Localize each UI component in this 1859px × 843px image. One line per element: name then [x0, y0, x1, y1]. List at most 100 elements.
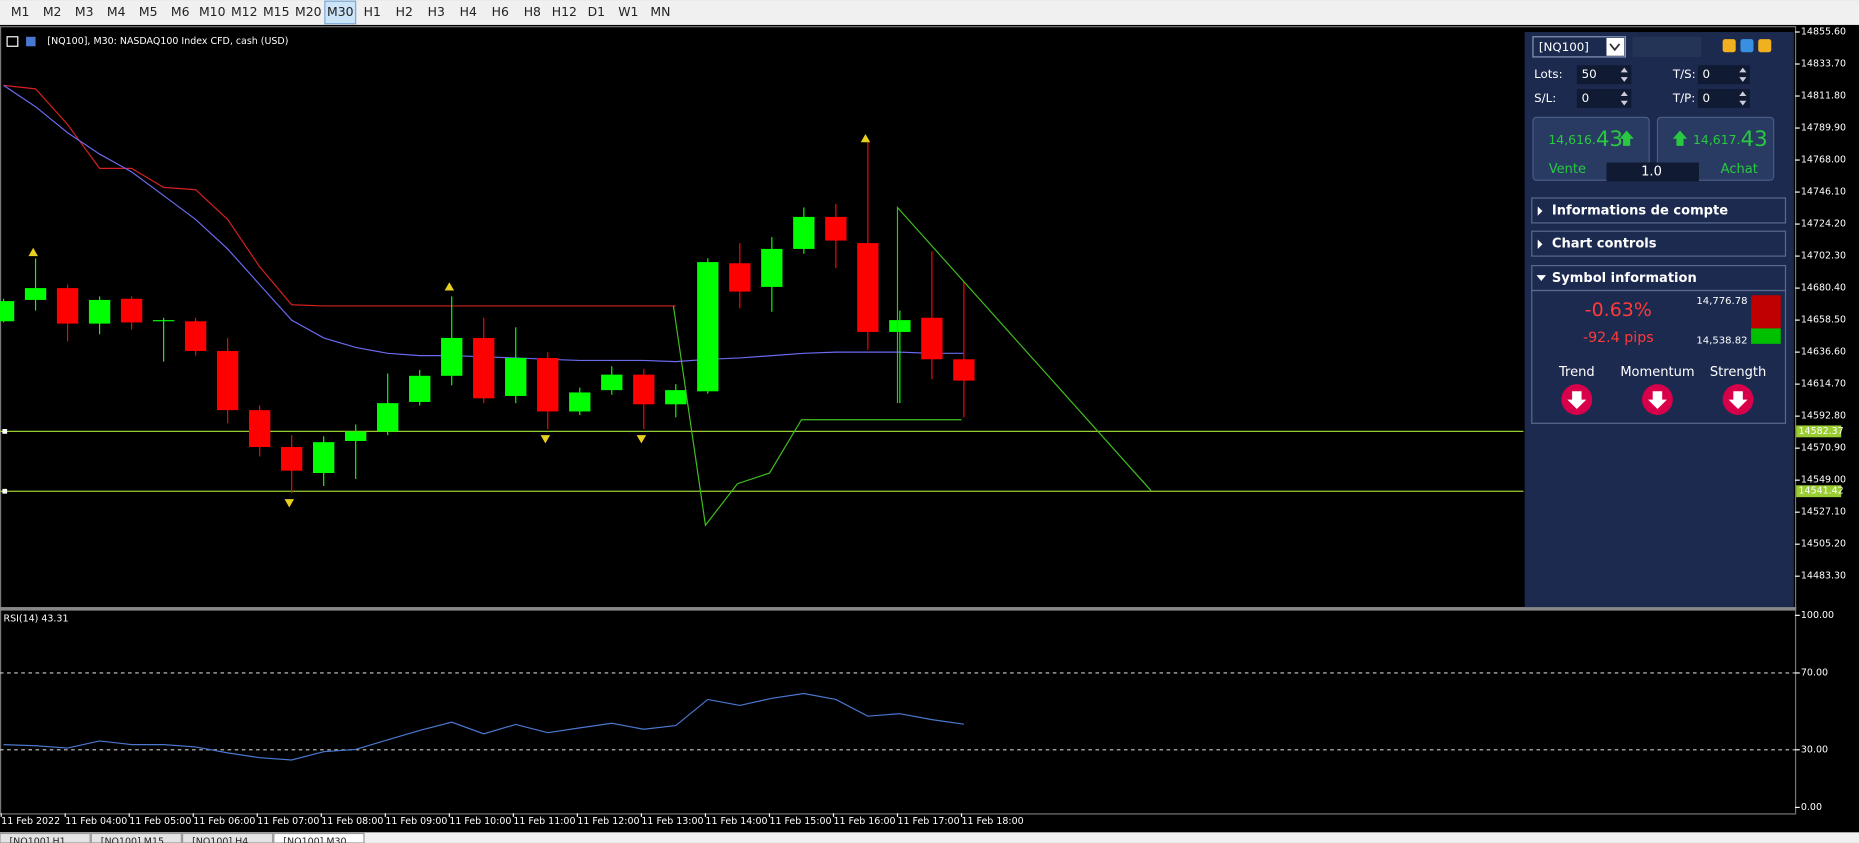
x-tick-label: 11 Feb 08:00 [321, 816, 383, 827]
timeframe-button[interactable]: M3 [75, 4, 94, 19]
timeframe-button[interactable]: M5 [139, 4, 158, 19]
section-header[interactable] [1531, 230, 1787, 257]
change-pips: -92.4 pips [1583, 330, 1654, 346]
x-tick-label: 11 Feb 06:00 [193, 816, 255, 827]
lots-label: Lots: [1534, 67, 1562, 81]
level-label-bg [1796, 485, 1842, 498]
lots-value: 50 [1582, 67, 1597, 81]
ts-label: T/S: [1672, 67, 1696, 81]
timeframe-button[interactable]: M10 [199, 4, 226, 19]
timeframe-button[interactable]: MN [650, 4, 670, 19]
timeframe-button[interactable]: H12 [552, 4, 577, 19]
x-tick-label: 11 Feb 11:00 [513, 816, 575, 827]
candle-body [409, 375, 431, 402]
x-tick-label: 11 Feb 12:00 [577, 816, 639, 827]
timeframe-button[interactable]: M2 [43, 4, 62, 19]
timeframe-button[interactable]: M4 [107, 4, 126, 19]
level-anchor [2, 488, 8, 494]
chart-tab-label: [NQ100],M15 [101, 836, 164, 843]
chart-title: [NQ100], M30: NASDAQ100 Index CFD, cash … [47, 36, 288, 47]
candle-body [377, 403, 399, 432]
candle-body [665, 390, 687, 405]
timeframe-button[interactable]: M12 [231, 4, 258, 19]
y-tick-label: 14768.00 [1801, 155, 1846, 166]
timeframe-button[interactable]: M1 [11, 4, 30, 19]
candle-body [953, 359, 975, 381]
candle-body [857, 243, 879, 332]
candle-body [473, 337, 495, 399]
sl-value: 0 [1582, 91, 1590, 105]
y-tick-label: 14811.80 [1801, 91, 1846, 102]
timeframe-button[interactable]: W1 [618, 4, 638, 19]
moving-average [3, 84, 676, 307]
x-tick-label: 11 Feb 17:00 [897, 816, 959, 827]
toolbar [0, 0, 1859, 25]
chart-tabs: [NQ100],H1 [NQ100],M15 [NQ100],H4 [NQ100],M… [0, 832, 365, 843]
candle-body [120, 298, 143, 323]
candle-body [761, 248, 783, 287]
tp-input[interactable] [1697, 88, 1750, 108]
lots-input[interactable] [1576, 65, 1632, 85]
timeframe-button[interactable]: H6 [492, 4, 509, 19]
buy-price-pips: 43 [1741, 127, 1768, 152]
candle-body [633, 374, 655, 405]
y-tick-label: 70.00 [1801, 667, 1828, 678]
candle-body [152, 320, 175, 322]
level-label-bg [1796, 425, 1842, 438]
timeframe-button[interactable]: H3 [428, 4, 445, 19]
candle-body [729, 263, 751, 292]
symbol-select[interactable] [1532, 36, 1627, 58]
sl-input[interactable] [1576, 88, 1632, 108]
timeframe-button[interactable]: M6 [171, 4, 190, 19]
icon-button[interactable] [1722, 39, 1736, 53]
candle-body [280, 446, 303, 471]
y-tick-label: 14636.60 [1801, 347, 1846, 358]
timeframe-button[interactable]: M15 [263, 4, 290, 19]
candle-body [825, 216, 847, 241]
buy-arrow [1672, 130, 1688, 146]
x-tick-label: 11 Feb 2022 [1, 816, 60, 827]
spinners [1620, 67, 1747, 106]
fractal-markers [28, 133, 871, 508]
icon-button[interactable] [1740, 39, 1754, 53]
candle-body [216, 350, 239, 411]
timeframe-button[interactable]: D1 [588, 4, 605, 19]
rsi-line [3, 692, 964, 761]
timeframe-button[interactable]: H2 [396, 4, 413, 19]
range-bar-high [1751, 295, 1781, 329]
timeframe-button[interactable]: H1 [364, 4, 381, 19]
volume-input[interactable] [1606, 162, 1699, 182]
y-axis: 14855.60 14833.70 14811.80 14789.90 14768.00… [1794, 27, 1846, 813]
ts-input[interactable] [1697, 65, 1750, 85]
icon-button[interactable] [1758, 39, 1772, 53]
sl-label: S/L: [1534, 91, 1556, 105]
symbol-input[interactable] [1632, 36, 1702, 57]
timeframe-button[interactable]: H8 [524, 4, 541, 19]
y-tick-label: 100.00 [1801, 610, 1834, 621]
candle-body [184, 321, 207, 351]
y-tick-label: 30.00 [1801, 744, 1828, 755]
x-tick-label: 11 Feb 14:00 [705, 816, 767, 827]
y-tick-label: 14570.90 [1801, 443, 1846, 454]
x-axis: 11 Feb 2022 11 Feb 04:00 11 Feb 05:00 11 Fe… [0, 813, 1024, 827]
section-header[interactable] [1531, 197, 1787, 224]
candle-body [24, 288, 47, 300]
y-tick-label: 14746.10 [1801, 187, 1846, 198]
ts-value: 0 [1703, 67, 1711, 81]
tp-label: T/P: [1672, 91, 1695, 105]
pane-separator [0, 607, 1797, 611]
x-tick-label: 11 Feb 09:00 [385, 816, 447, 827]
candle-body [248, 410, 271, 447]
candle-body [569, 392, 591, 412]
volume: 1.0 [1641, 164, 1662, 179]
chart-icon [6, 36, 36, 47]
rsi-plot [0, 672, 1795, 761]
timeframe-button[interactable]: M20 [295, 4, 322, 19]
y-tick-label: 14833.70 [1801, 59, 1846, 70]
timeframe-button[interactable]: M30 [327, 4, 354, 19]
section-header[interactable] [1531, 265, 1787, 292]
timeframe-button[interactable]: H4 [460, 4, 477, 19]
buy-price: 14,617.43 [1693, 127, 1768, 152]
section-title: Symbol information [1552, 271, 1697, 286]
